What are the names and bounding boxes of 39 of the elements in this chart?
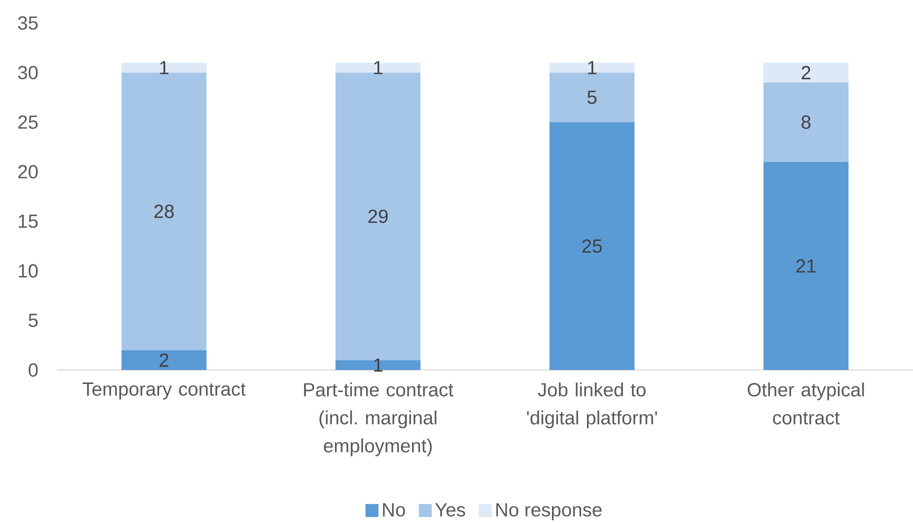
legend-label: No response <box>496 503 602 520</box>
bar <box>122 350 207 370</box>
x-tick-label: Job linked to 'digital platform' <box>527 382 657 428</box>
y-tick-label: 15 <box>18 214 38 228</box>
bar <box>336 72 421 360</box>
y-tick-label: 20 <box>18 164 38 178</box>
y-tick-label: 5 <box>28 314 38 328</box>
bar <box>550 122 635 370</box>
bar <box>122 62 207 73</box>
x-tick-label: Part-time contract (incl. marginal employment) <box>304 382 454 456</box>
data-label: 1 <box>374 358 382 372</box>
data-label: 1 <box>160 61 168 74</box>
y-tick-label: 30 <box>18 66 38 80</box>
data-label: 25 <box>582 239 602 253</box>
y-tick-label: 25 <box>18 115 38 129</box>
data-label: 29 <box>368 210 388 224</box>
y-tick-label: 10 <box>18 264 38 278</box>
data-label: 5 <box>587 90 596 104</box>
bar <box>122 72 207 350</box>
bar <box>550 62 635 73</box>
bar <box>336 62 421 73</box>
y-tick-label: 0 <box>28 363 38 377</box>
bar <box>764 162 849 370</box>
legend-label: Yes <box>435 503 466 517</box>
data-label: 8 <box>802 115 810 129</box>
bar <box>336 360 421 370</box>
data-label: 1 <box>588 61 596 74</box>
bar <box>764 62 849 82</box>
data-label: 2 <box>160 353 168 367</box>
y-tick-label: 35 <box>18 16 38 30</box>
x-tick-label: Other atypical contract <box>748 382 864 424</box>
x-tick-label: Temporary contract <box>82 382 246 400</box>
data-label: 28 <box>154 204 174 218</box>
data-label: 2 <box>802 66 810 80</box>
data-label: 21 <box>796 259 816 273</box>
data-label: 1 <box>374 61 382 74</box>
bar <box>764 82 849 162</box>
bar <box>550 72 635 122</box>
legend-label: No <box>383 503 405 517</box>
